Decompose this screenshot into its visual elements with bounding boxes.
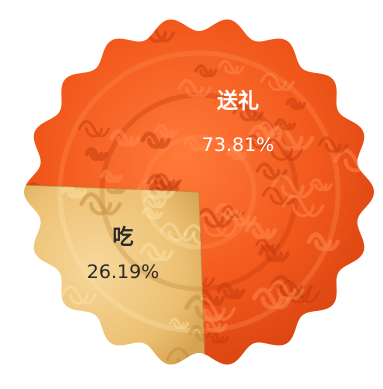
relief-swirl <box>285 97 307 110</box>
relief-ring <box>141 185 205 250</box>
relief-swirl <box>244 221 278 240</box>
slice-label-gift: 送礼 73.81% <box>202 89 274 156</box>
relief-swirl <box>154 123 179 138</box>
relief-swirl <box>194 64 218 78</box>
slice-eat <box>24 185 205 365</box>
slice-percent-gift: 73.81% <box>202 134 274 156</box>
relief-swirl <box>146 173 180 192</box>
relief-swirl <box>266 124 315 151</box>
relief-swirl <box>184 295 205 321</box>
relief-swirl <box>140 131 171 149</box>
relief-swirl <box>260 138 304 161</box>
relief-swirl <box>61 185 87 199</box>
relief-swirl <box>142 194 167 209</box>
relief-swirl <box>306 232 340 252</box>
slice-label-eat: 吃 26.19% <box>87 225 159 283</box>
relief-swirl <box>205 330 230 344</box>
relief-swirl <box>317 136 349 153</box>
relief-swirl <box>199 316 228 333</box>
relief-swirl <box>159 222 196 242</box>
slice-percent-eat: 26.19% <box>87 261 159 283</box>
relief-swirl <box>188 324 205 342</box>
relief-swirl <box>274 118 297 131</box>
relief-swirl <box>226 147 247 161</box>
slice-divider <box>25 184 206 355</box>
relief-swirl <box>139 242 174 262</box>
relief-swirl <box>259 72 295 92</box>
relief-swirl <box>177 78 212 98</box>
relief-swirl <box>309 178 333 192</box>
relief-swirl <box>251 287 292 310</box>
relief-swirl <box>232 104 264 122</box>
relief-swirl <box>109 129 141 147</box>
relief-swirl <box>60 285 97 305</box>
relief-swirl <box>216 282 246 300</box>
relief-swirl <box>255 238 281 252</box>
relief-swirl <box>99 169 124 184</box>
relief-ring <box>57 185 205 334</box>
relief-ring <box>99 185 205 292</box>
relief-swirl <box>268 280 305 300</box>
relief-swirl <box>245 134 272 149</box>
relief-swirl <box>168 317 190 330</box>
relief-swirl <box>195 207 233 228</box>
relief-swirl <box>79 192 122 216</box>
relief-swirl <box>182 135 211 152</box>
relief-swirl <box>258 244 290 263</box>
relief-swirl <box>282 194 325 218</box>
slice-name-gift: 送礼 <box>217 89 259 113</box>
relief-swirl <box>84 147 109 161</box>
relief-swirl <box>217 59 245 75</box>
relief-swirl <box>141 206 164 220</box>
slice-name-eat: 吃 <box>113 225 134 249</box>
relief-swirl <box>77 119 111 138</box>
